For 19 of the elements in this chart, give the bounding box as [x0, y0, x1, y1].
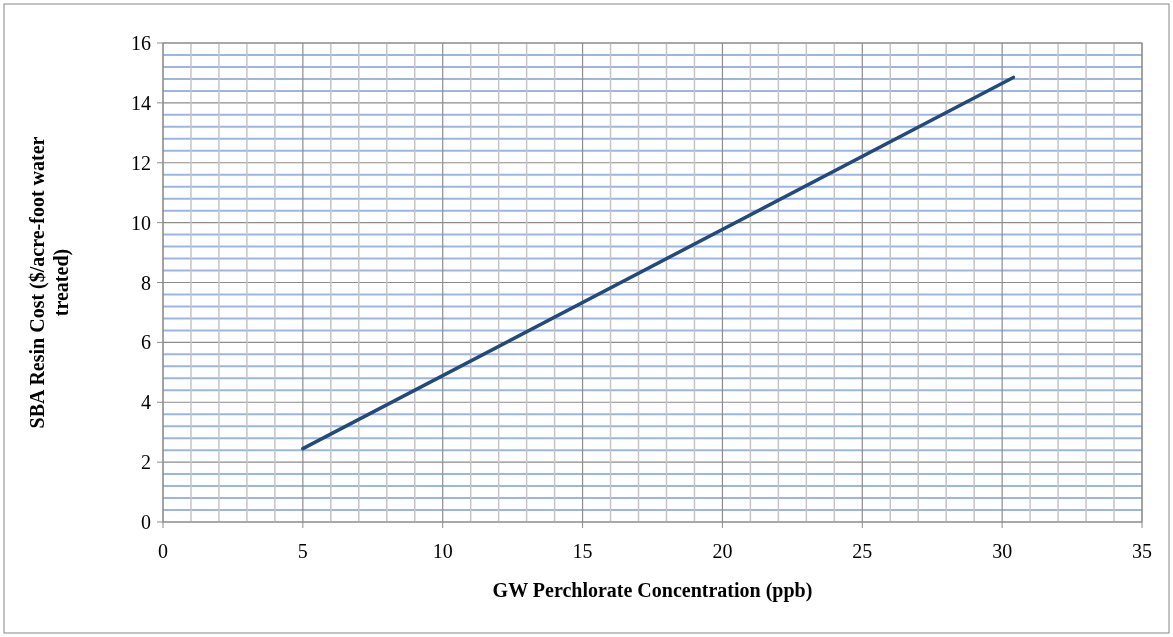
- y-tick-label: 2: [141, 451, 151, 474]
- y-tick-label: 14: [131, 91, 151, 114]
- y-axis-title: SBA Resin Cost ($/acre-foot water treated): [26, 136, 73, 429]
- y-tick-label: 6: [141, 331, 151, 354]
- x-tick-label: 10: [432, 540, 453, 562]
- x-tick-label: 5: [297, 540, 308, 562]
- x-tick-label: 25: [852, 540, 873, 562]
- x-tick-label: 35: [1132, 540, 1152, 562]
- x-tick-label: 20: [712, 540, 733, 562]
- x-tick-label: 15: [572, 540, 593, 562]
- y-tick-label: 12: [131, 151, 151, 174]
- x-axis-title: GW Perchlorate Concentration (ppb): [492, 579, 813, 602]
- x-tick-label: 30: [992, 540, 1013, 562]
- y-tick-label: 0: [141, 511, 151, 533]
- x-tick-label: 0: [158, 540, 168, 562]
- y-tick-label: 10: [131, 211, 151, 234]
- y-tick-label: 16: [131, 32, 151, 54]
- y-tick-label: 4: [141, 391, 151, 414]
- y-tick-label: 8: [141, 271, 151, 294]
